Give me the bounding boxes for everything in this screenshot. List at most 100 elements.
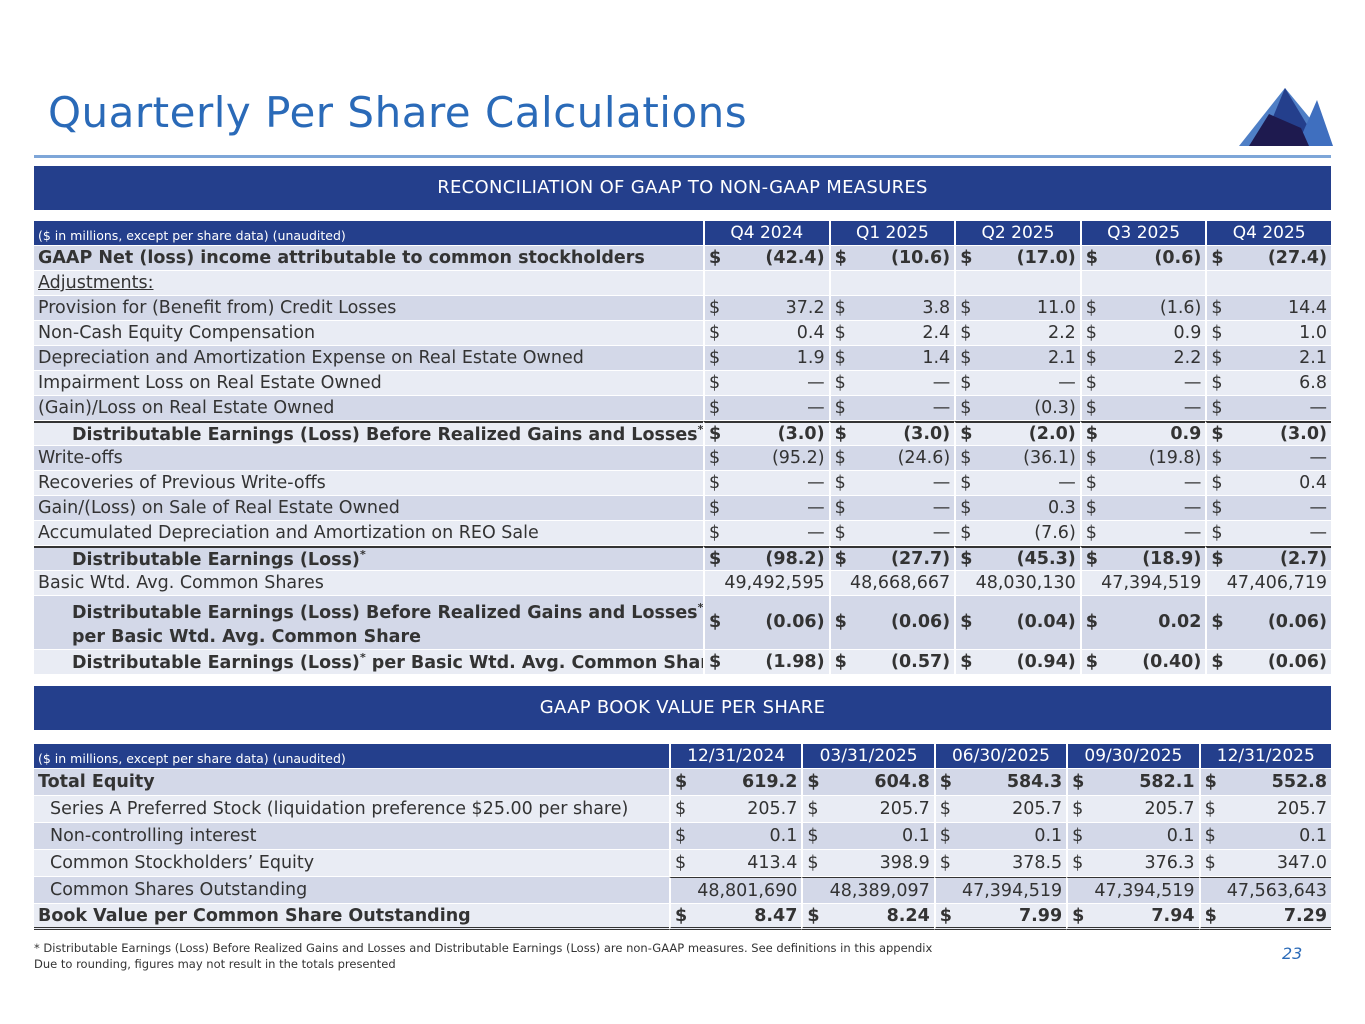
currency-symbol: $ bbox=[807, 853, 819, 873]
value: 376.3 bbox=[1144, 853, 1195, 873]
value-cell: $ — bbox=[1205, 496, 1331, 520]
value-cell: $ — bbox=[828, 496, 955, 520]
value-cell: $ (10.6) bbox=[828, 246, 955, 270]
value: (3.0) bbox=[903, 424, 951, 444]
value-cell: 48,030,130 bbox=[954, 571, 1080, 595]
value: 205.7 bbox=[879, 799, 930, 819]
value-wrap: $1.9 bbox=[709, 348, 825, 368]
value-wrap: $14.4 bbox=[1211, 298, 1327, 318]
table-row: Impairment Loss on Real Estate Owned $ — $ —… bbox=[34, 371, 1331, 395]
currency-symbol: $ bbox=[1211, 298, 1223, 318]
value-wrap: $ (0.40) bbox=[1086, 652, 1202, 672]
row-label-text: per Basic Wtd. Avg. Common Share bbox=[365, 652, 703, 673]
value: — bbox=[1309, 523, 1328, 543]
value-wrap: $ (27.4) bbox=[1211, 248, 1327, 268]
value: (0.6) bbox=[1154, 248, 1202, 268]
value-cell: $ (1.98) bbox=[703, 649, 829, 674]
currency-symbol: $ bbox=[960, 549, 973, 569]
currency-symbol: $ bbox=[960, 298, 972, 318]
currency-symbol: $ bbox=[1085, 398, 1097, 418]
currency-symbol: $ bbox=[960, 424, 973, 444]
row-label: Non-Cash Equity Compensation bbox=[34, 321, 703, 345]
row-label: Distributable Earnings (Loss)* per Basic… bbox=[34, 649, 703, 674]
value-wrap: $ — bbox=[709, 498, 825, 518]
value-wrap: $ (0.06) bbox=[835, 612, 951, 632]
value: 37.2 bbox=[785, 298, 825, 318]
row-label-text: Non-controlling interest bbox=[50, 826, 257, 846]
table-header-row: ($ in millions, except per share data) (… bbox=[34, 221, 1331, 245]
value-wrap: $ (3.0) bbox=[835, 424, 951, 444]
row-label-text: Write-offs bbox=[38, 448, 123, 468]
column-header: Q2 2025 bbox=[954, 221, 1080, 245]
currency-symbol: $ bbox=[1204, 853, 1216, 873]
table-row: Book Value per Common Share Outstanding $… bbox=[34, 904, 1331, 930]
value-wrap: $0.1 bbox=[1205, 826, 1327, 846]
currency-symbol: $ bbox=[939, 853, 951, 873]
value-cell: $ — bbox=[1205, 396, 1331, 420]
value-wrap: $0.4 bbox=[1211, 473, 1327, 493]
currency-symbol: $ bbox=[1211, 348, 1223, 368]
value-cell: $ (36.1) bbox=[954, 446, 1080, 470]
value-cell: $0.9 bbox=[1079, 321, 1206, 345]
value: 7.94 bbox=[1151, 905, 1195, 926]
value-wrap: $205.7 bbox=[1072, 799, 1194, 819]
currency-symbol: $ bbox=[1211, 549, 1224, 569]
column-header: 09/30/2025 bbox=[1066, 744, 1199, 768]
row-label-text: Accumulated Depreciation and Amortizatio… bbox=[38, 523, 539, 543]
value-cell: $0.4 bbox=[1205, 471, 1331, 495]
table-note: ($ in millions, except per share data) (… bbox=[34, 221, 703, 245]
value: (10.6) bbox=[891, 248, 951, 268]
value-wrap: $ — bbox=[835, 473, 951, 493]
value-cell bbox=[828, 271, 955, 295]
value-wrap: $0.3 bbox=[960, 498, 1076, 518]
row-label: Non-controlling interest bbox=[34, 823, 669, 849]
value-cell: $3.8 bbox=[828, 296, 955, 320]
currency-symbol: $ bbox=[675, 826, 687, 846]
currency-symbol: $ bbox=[1085, 523, 1097, 543]
asterisk: * bbox=[359, 548, 366, 562]
currency-symbol: $ bbox=[1204, 799, 1216, 819]
row-label-text: Recoveries of Previous Write-offs bbox=[38, 473, 326, 493]
value: (95.2) bbox=[771, 448, 825, 468]
value: 0.9 bbox=[1170, 424, 1202, 444]
value-wrap: $ (42.4) bbox=[709, 248, 825, 268]
value-wrap: $398.9 bbox=[807, 853, 929, 873]
value: — bbox=[807, 373, 825, 393]
value-cell: 47,394,519 bbox=[1079, 571, 1206, 595]
value-wrap: $ (0.6) bbox=[1086, 248, 1202, 268]
row-label: Total Equity bbox=[34, 769, 669, 795]
value: — bbox=[1309, 398, 1328, 418]
value: 0.1 bbox=[1166, 826, 1195, 846]
currency-symbol: $ bbox=[1211, 448, 1223, 468]
currency-symbol: $ bbox=[709, 323, 721, 343]
currency-symbol: $ bbox=[960, 612, 973, 633]
value-wrap: $413.4 bbox=[675, 853, 797, 873]
value-cell: $0.9 bbox=[1079, 421, 1206, 445]
value-cell: $376.3 bbox=[1066, 850, 1199, 876]
row-label-text: Gain/(Loss) on Sale of Real Estate Owned bbox=[38, 498, 400, 518]
asterisk: * bbox=[697, 423, 703, 437]
value: 0.9 bbox=[1173, 323, 1202, 343]
value-wrap: $ (7.6) bbox=[960, 523, 1076, 543]
value-wrap: $347.0 bbox=[1205, 853, 1327, 873]
row-label: Accumulated Depreciation and Amortizatio… bbox=[34, 521, 703, 545]
column-header: Q4 2025 bbox=[1205, 221, 1331, 245]
currency-symbol: $ bbox=[709, 612, 722, 633]
currency-symbol: $ bbox=[1211, 424, 1224, 444]
value-wrap: $205.7 bbox=[675, 799, 797, 819]
value-cell: $552.8 bbox=[1198, 769, 1331, 795]
value-cell: 47,394,519 bbox=[933, 877, 1067, 903]
row-label-text: Series A Preferred Stock (liquidation pr… bbox=[50, 799, 629, 819]
value-cell: $2.2 bbox=[954, 321, 1080, 345]
value-wrap: $2.2 bbox=[960, 323, 1076, 343]
value-cell: $8.47 bbox=[669, 904, 802, 930]
value-cell: $1.9 bbox=[703, 346, 829, 370]
value: — bbox=[807, 523, 825, 543]
row-label: Distributable Earnings (Loss) Before Rea… bbox=[34, 596, 703, 649]
currency-symbol: $ bbox=[1085, 323, 1097, 343]
value-cell: $ — bbox=[1079, 496, 1206, 520]
column-header: 06/30/2025 bbox=[933, 744, 1067, 768]
row-label: Adjustments: bbox=[34, 271, 703, 295]
value-cell: $11.0 bbox=[954, 296, 1080, 320]
value-wrap: $1.0 bbox=[1211, 323, 1327, 343]
